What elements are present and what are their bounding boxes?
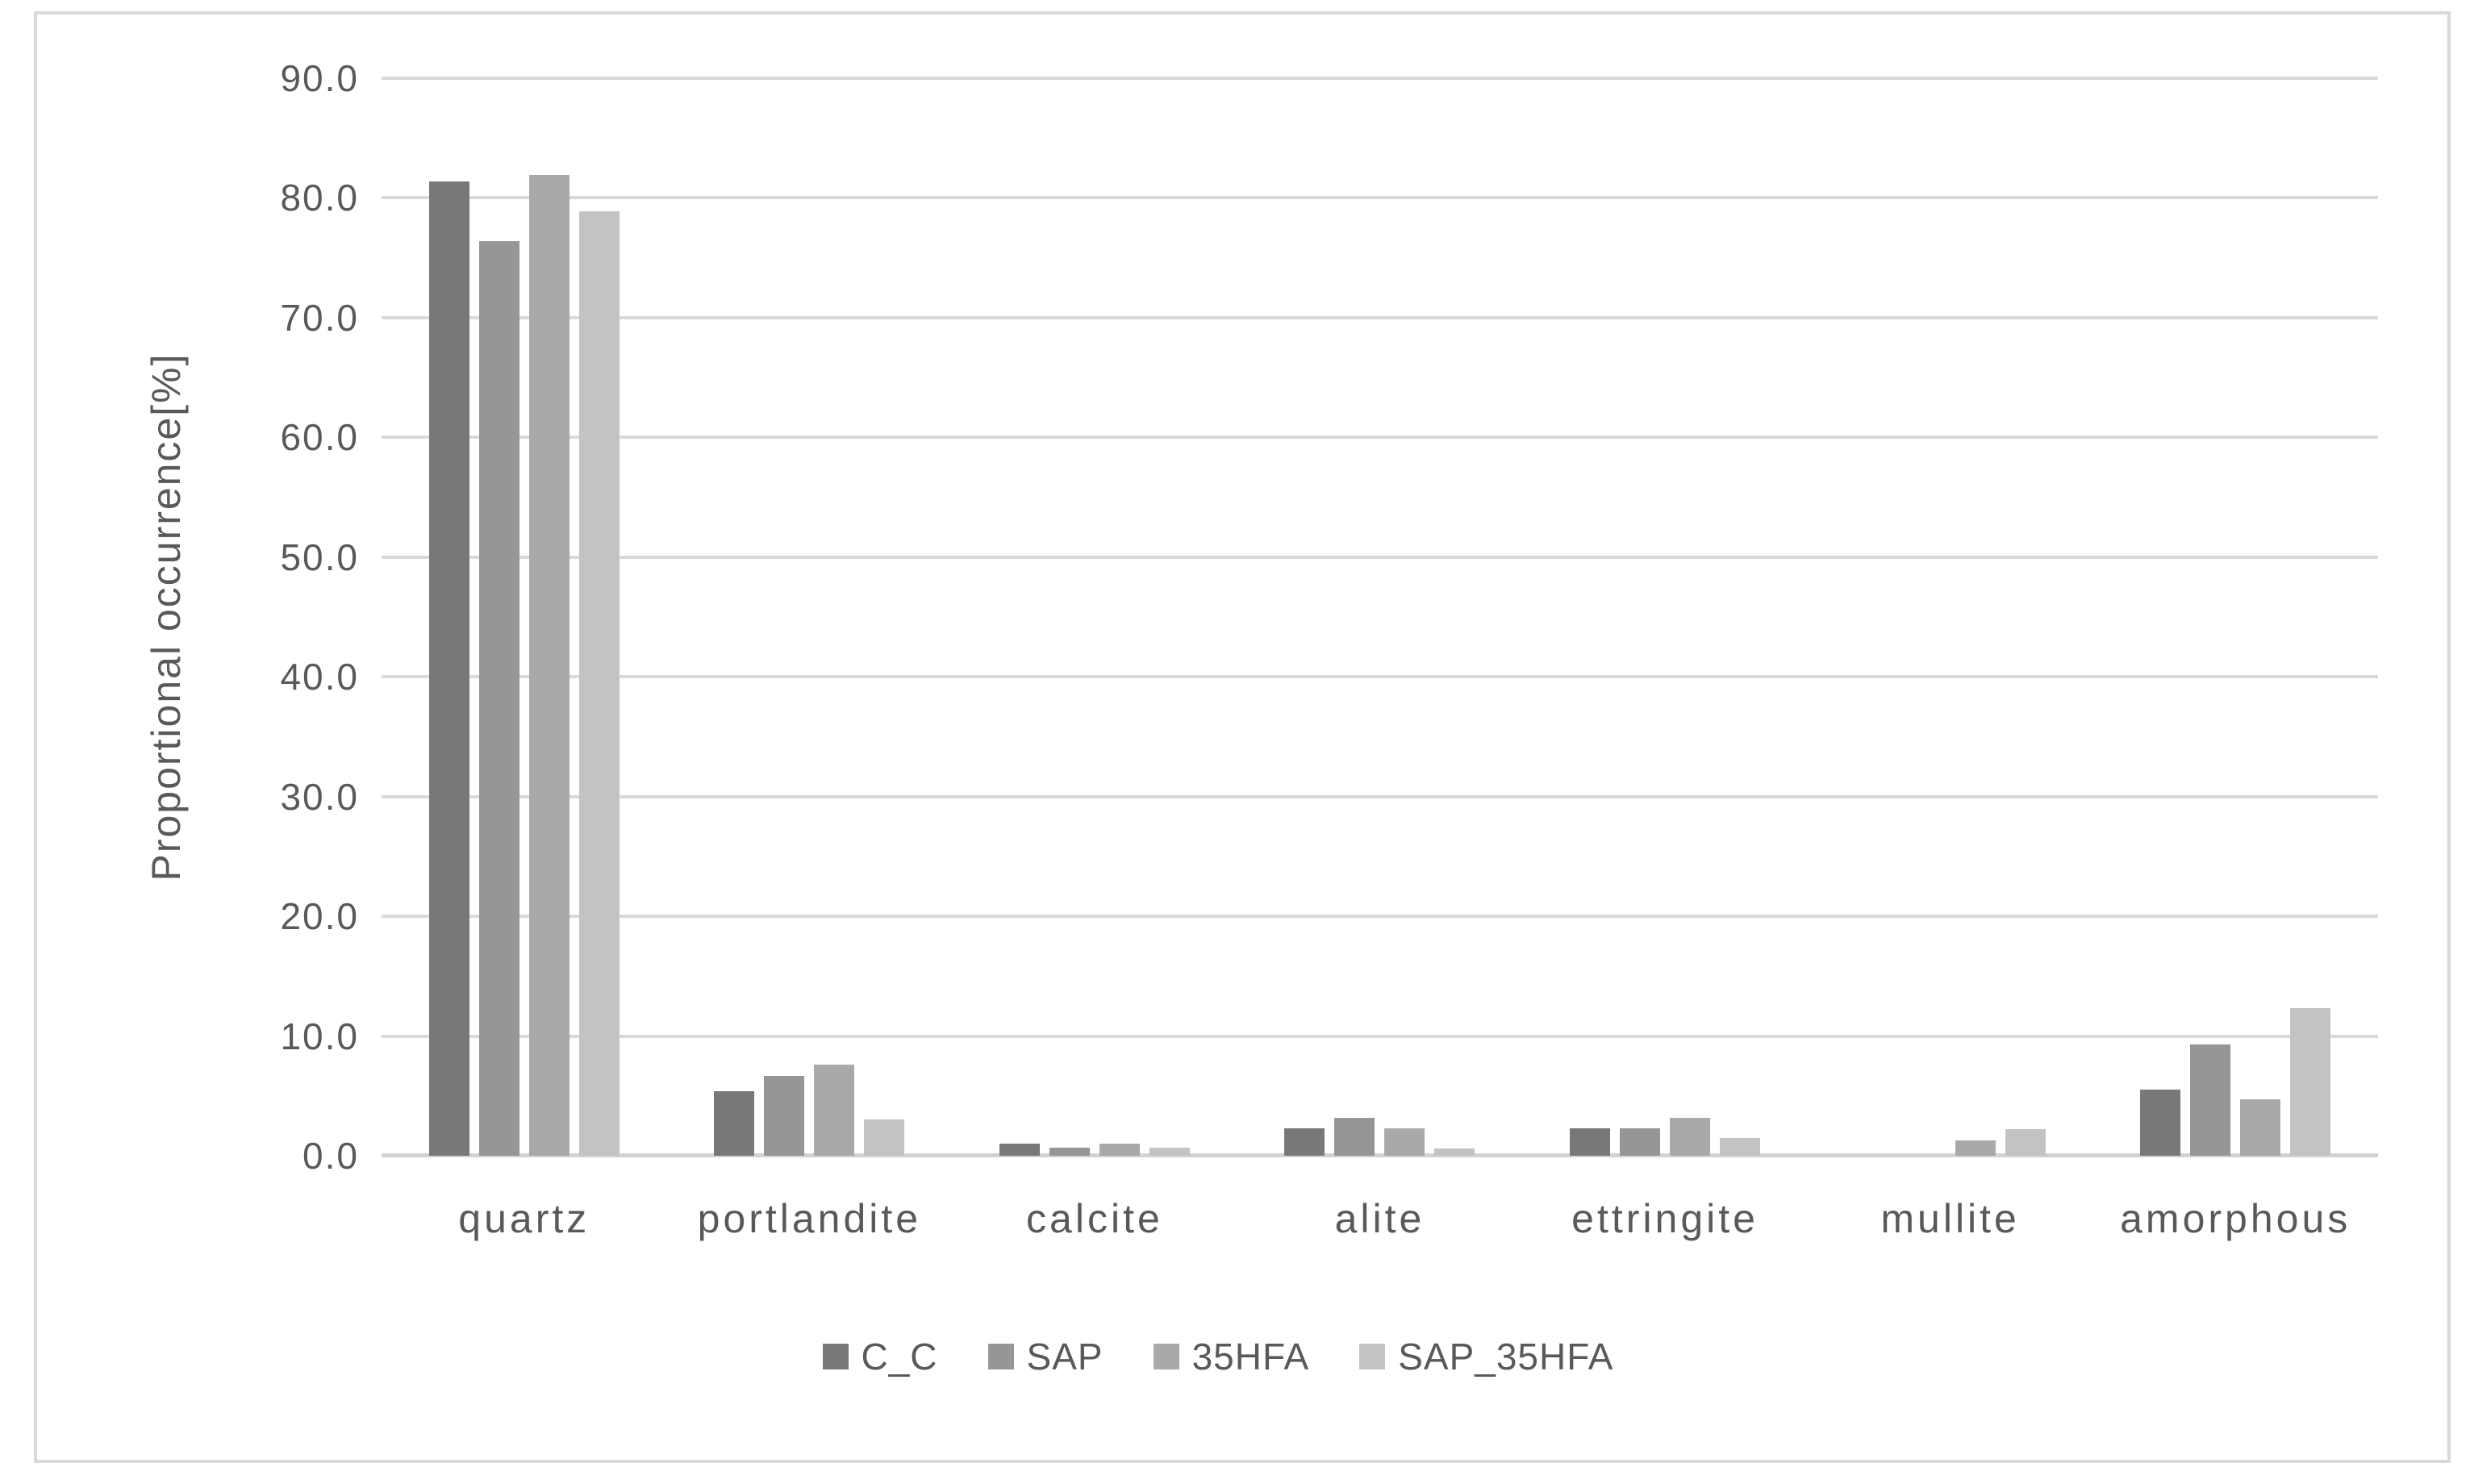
legend: C_C SAP 35HFA SAP_35HFA (0, 1335, 2436, 1378)
bar-portlandite-SAP (764, 1075, 805, 1156)
x-axis-label-ettringite: ettringite (1571, 1196, 1759, 1241)
bar-calcite-C_C (999, 1144, 1040, 1156)
y-tick-label-90: 90.0 (280, 57, 359, 99)
bar-amorphous-35HFA (2240, 1099, 2281, 1156)
legend-label-SAP: SAP (1026, 1336, 1104, 1378)
bar-portlandite-C_C (714, 1090, 755, 1156)
legend-swatch-C_C (822, 1344, 849, 1369)
bar-alite-SAP_35HFA (1434, 1148, 1475, 1156)
gridline-40 (382, 675, 2378, 679)
bar-mullite-35HFA (1955, 1140, 1996, 1156)
gridline-80 (382, 196, 2378, 200)
bar-amorphous-SAP (2190, 1044, 2231, 1156)
bar-alite-C_C (1284, 1128, 1325, 1156)
x-axis-label-alite: alite (1334, 1196, 1425, 1241)
x-axis-label-amorphous: amorphous (2120, 1196, 2351, 1241)
bar-ettringite-SAP (1620, 1128, 1661, 1156)
x-axis-label-mullite: mullite (1880, 1196, 2020, 1241)
bar-ettringite-C_C (1570, 1128, 1611, 1156)
legend-label-C_C: C_C (861, 1336, 938, 1378)
bar-alite-35HFA (1384, 1128, 1425, 1156)
bar-ettringite-SAP_35HFA (1720, 1137, 1761, 1156)
gridline-10 (382, 1034, 2378, 1038)
y-tick-label-80: 80.0 (280, 177, 359, 219)
legend-item-SAP: SAP (987, 1335, 1104, 1378)
y-tick-label-20: 20.0 (280, 895, 359, 938)
bar-portlandite-35HFA (814, 1065, 855, 1156)
bar-group-calcite (952, 78, 1237, 1156)
x-axis-label-calcite: calcite (1026, 1196, 1163, 1241)
bar-mullite-SAP_35HFA (2005, 1129, 2046, 1156)
bar-calcite-SAP (1049, 1147, 1090, 1156)
bar-group-amorphous (2092, 78, 2378, 1156)
x-axis-label-portlandite: portlandite (697, 1196, 922, 1241)
bar-group-ettringite (1522, 78, 1808, 1156)
bar-quartz-SAP_35HFA (578, 211, 620, 1156)
x-axis-line (382, 1153, 2378, 1157)
gridline-60 (382, 436, 2378, 440)
x-axis-label-quartz: quartz (458, 1196, 590, 1241)
bar-quartz-SAP (478, 240, 519, 1156)
gridline-70 (382, 315, 2378, 319)
bar-calcite-35HFA (1099, 1144, 1140, 1156)
bar-quartz-C_C (428, 181, 469, 1156)
legend-swatch-SAP_35HFA (1359, 1344, 1386, 1369)
y-tick-label-0: 0.0 (302, 1135, 359, 1177)
x-axis-labels: quartz portlandite calcite alite ettringite m… (0, 1195, 2470, 1268)
legend-item-SAP_35HFA: SAP_35HFA (1359, 1335, 1613, 1378)
bar-amorphous-SAP_35HFA (2290, 1008, 2331, 1156)
y-tick-label-70: 70.0 (280, 296, 359, 339)
y-tick-label-60: 60.0 (280, 416, 359, 459)
legend-item-C_C: C_C (822, 1335, 938, 1378)
bar-calcite-SAP_35HFA (1149, 1147, 1190, 1156)
bar-group-quartz (382, 78, 667, 1156)
bar-quartz-35HFA (528, 175, 570, 1156)
bar-group-alite (1237, 78, 1523, 1156)
bar-group-mullite (1808, 78, 2093, 1156)
bar-portlandite-SAP_35HFA (864, 1119, 905, 1156)
y-tick-label-40: 40.0 (280, 656, 359, 698)
legend-swatch-35HFA (1153, 1344, 1179, 1369)
gridline-50 (382, 555, 2378, 559)
y-tick-label-10: 10.0 (280, 1015, 359, 1057)
y-tick-label-30: 30.0 (280, 775, 359, 818)
legend-label-SAP_35HFA: SAP_35HFA (1398, 1336, 1614, 1378)
bar-ettringite-35HFA (1670, 1117, 1711, 1156)
legend-item-35HFA: 35HFA (1153, 1335, 1310, 1378)
gridline-20 (382, 915, 2378, 919)
legend-swatch-SAP (987, 1344, 1014, 1369)
plot-area (382, 77, 2378, 1157)
y-tick-label-50: 50.0 (280, 536, 359, 578)
bar-amorphous-C_C (2140, 1090, 2181, 1156)
legend-label-35HFA: 35HFA (1191, 1336, 1310, 1378)
gridline-90 (382, 77, 2378, 80)
bar-group-portlandite (667, 78, 953, 1156)
bar-alite-SAP (1334, 1117, 1375, 1156)
gridline-30 (382, 794, 2378, 798)
